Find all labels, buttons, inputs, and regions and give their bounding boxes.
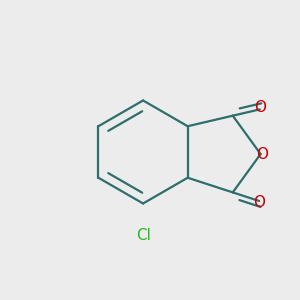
Text: Cl: Cl bbox=[136, 228, 151, 243]
Text: O: O bbox=[253, 195, 265, 210]
Text: O: O bbox=[254, 100, 266, 115]
Text: O: O bbox=[256, 146, 268, 161]
